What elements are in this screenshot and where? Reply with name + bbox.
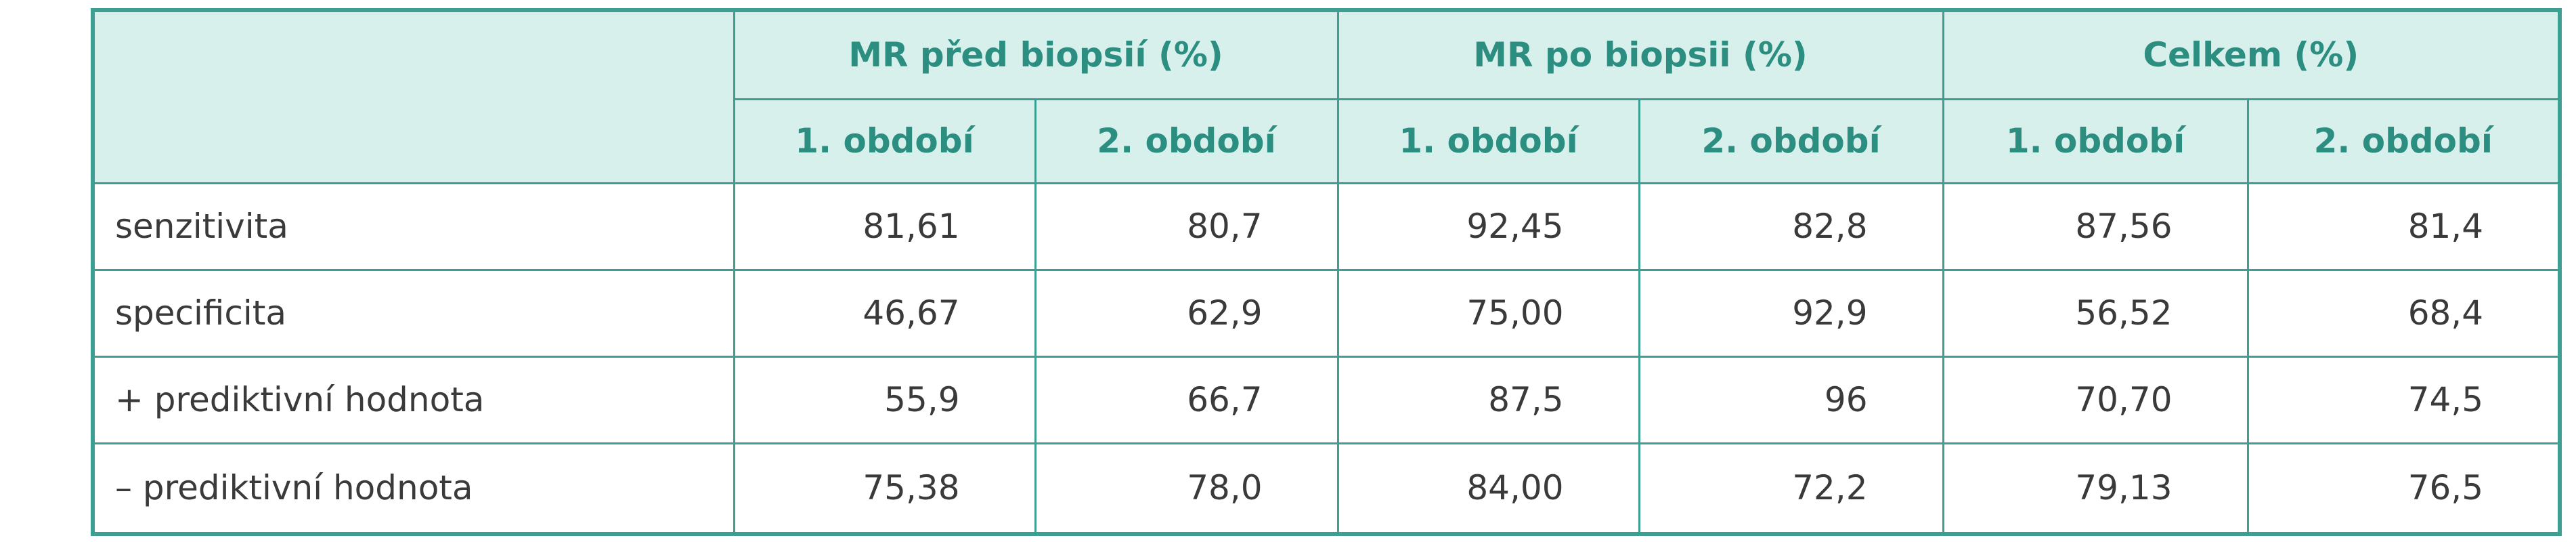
period-header: 2. období xyxy=(1638,98,1944,184)
cell: 80,7 xyxy=(1034,182,1339,271)
row: – prediktivní hodnota 75,38 78,0 84,00 72,2 7… xyxy=(91,442,2561,535)
cell: 81,61 xyxy=(733,182,1036,271)
cell: 70,70 xyxy=(1942,355,2249,444)
cell: 46,67 xyxy=(733,268,1036,358)
cell: 81,4 xyxy=(2246,182,2561,271)
table: MR před biopsií (%) MR po biopsii (%) Celk… xyxy=(91,8,2562,536)
group-header: MR po biopsii (%) xyxy=(1336,9,1944,100)
cell: 78,0 xyxy=(1034,442,1339,535)
period-header: 1. období xyxy=(1942,98,2249,184)
cell: 62,9 xyxy=(1034,268,1339,358)
cell: 92,9 xyxy=(1638,268,1944,358)
cell: 87,56 xyxy=(1942,182,2249,271)
period-header: 1. období xyxy=(1336,98,1640,184)
cell: 72,2 xyxy=(1638,442,1944,535)
row-label: senzitivita xyxy=(91,182,735,271)
corner-cell xyxy=(91,9,735,184)
row: + prediktivní hodnota 55,9 66,7 87,5 96 70,70… xyxy=(91,355,2561,444)
cell: 55,9 xyxy=(733,355,1036,444)
period-header: 2. období xyxy=(2246,98,2561,184)
cell: 76,5 xyxy=(2246,442,2561,535)
cell: 82,8 xyxy=(1638,182,1944,271)
cell: 68,4 xyxy=(2246,268,2561,358)
period-header: 1. období xyxy=(733,98,1036,184)
cell: 56,52 xyxy=(1942,268,2249,358)
cell: 92,45 xyxy=(1336,182,1640,271)
cell: 74,5 xyxy=(2246,355,2561,444)
cell: 66,7 xyxy=(1034,355,1339,444)
row: senzitivita 81,61 80,7 92,45 82,8 87,56 81,4 xyxy=(91,182,2561,271)
cell: 96 xyxy=(1638,355,1944,444)
header-row: MR před biopsií (%) MR po biopsii (%) Celk… xyxy=(91,9,2561,184)
row: specificita 46,67 62,9 75,00 92,9 56,52 68,4 xyxy=(91,268,2561,358)
cell: 75,38 xyxy=(733,442,1036,535)
group-header: MR před biopsií (%) xyxy=(733,9,1339,100)
table-wrap: MR před biopsií (%) MR po biopsii (%) Celk… xyxy=(91,8,2562,536)
row-label: specificita xyxy=(91,268,735,358)
cell: 84,00 xyxy=(1336,442,1640,535)
row-label: – prediktivní hodnota xyxy=(91,442,735,535)
period-header: 2. období xyxy=(1034,98,1339,184)
cell: 75,00 xyxy=(1336,268,1640,358)
cell: 79,13 xyxy=(1942,442,2249,535)
group-header: Celkem (%) xyxy=(1942,9,2561,100)
cell: 87,5 xyxy=(1336,355,1640,444)
header-row: 1. období 2. období 1. období 2. období 1. o… xyxy=(93,98,2561,184)
row-label: + prediktivní hodnota xyxy=(91,355,735,444)
